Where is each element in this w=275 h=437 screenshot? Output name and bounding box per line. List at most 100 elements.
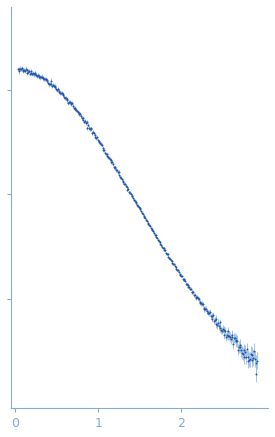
Point	[179, 272, 183, 279]
Point	[102, 146, 106, 153]
Point	[100, 145, 105, 152]
Point	[174, 266, 178, 273]
Point	[91, 129, 95, 136]
Point	[84, 119, 88, 126]
Point	[243, 348, 248, 355]
Point	[101, 146, 106, 153]
Point	[53, 83, 57, 90]
Point	[100, 142, 104, 149]
Point	[125, 184, 129, 191]
Point	[221, 332, 226, 339]
Point	[52, 83, 56, 90]
Point	[155, 235, 159, 242]
Point	[138, 206, 142, 213]
Point	[156, 236, 160, 243]
Point	[87, 125, 91, 132]
Point	[159, 242, 163, 249]
Point	[62, 94, 66, 101]
Point	[108, 157, 113, 164]
Point	[151, 228, 155, 235]
Point	[128, 191, 133, 198]
Point	[157, 239, 162, 246]
Point	[32, 69, 37, 76]
Point	[203, 305, 207, 312]
Point	[73, 105, 78, 112]
Point	[228, 333, 232, 340]
Point	[97, 139, 102, 146]
Point	[181, 276, 185, 283]
Point	[207, 309, 211, 316]
Point	[16, 66, 20, 73]
Point	[169, 256, 173, 263]
Point	[135, 202, 139, 209]
Point	[79, 113, 83, 120]
Point	[148, 222, 152, 229]
Point	[75, 107, 79, 114]
Point	[176, 267, 180, 274]
Point	[28, 67, 33, 74]
Point	[223, 327, 227, 334]
Point	[167, 255, 171, 262]
Point	[219, 326, 223, 333]
Point	[153, 231, 157, 238]
Point	[185, 281, 190, 288]
Point	[56, 88, 61, 95]
Point	[217, 323, 221, 329]
Point	[54, 86, 58, 93]
Point	[173, 262, 177, 269]
Point	[121, 179, 126, 186]
Point	[60, 92, 65, 99]
Point	[218, 319, 222, 326]
Point	[20, 67, 25, 74]
Point	[239, 347, 243, 354]
Point	[49, 81, 54, 88]
Point	[186, 283, 191, 290]
Point	[238, 343, 243, 350]
Point	[132, 196, 136, 203]
Point	[214, 321, 219, 328]
Point	[137, 205, 142, 212]
Point	[117, 172, 122, 179]
Point	[226, 328, 231, 335]
Point	[40, 73, 44, 80]
Point	[104, 150, 108, 157]
Point	[112, 164, 116, 171]
Point	[161, 245, 165, 252]
Point	[209, 313, 213, 320]
Point	[169, 258, 174, 265]
Point	[74, 106, 78, 113]
Point	[210, 315, 214, 322]
Point	[171, 260, 175, 267]
Point	[226, 332, 230, 339]
Point	[254, 359, 258, 366]
Point	[246, 357, 251, 364]
Point	[104, 151, 109, 158]
Point	[236, 346, 240, 353]
Point	[98, 140, 103, 147]
Point	[84, 118, 89, 125]
Point	[231, 341, 235, 348]
Point	[140, 209, 144, 216]
Point	[89, 125, 94, 132]
Point	[249, 350, 253, 357]
Point	[185, 281, 189, 288]
Point	[241, 354, 246, 361]
Point	[198, 299, 203, 306]
Point	[206, 309, 211, 316]
Point	[224, 333, 228, 340]
Point	[192, 291, 196, 298]
Point	[164, 250, 169, 257]
Point	[136, 204, 141, 211]
Point	[124, 182, 128, 189]
Point	[233, 335, 237, 342]
Point	[35, 72, 40, 79]
Point	[59, 89, 63, 96]
Point	[92, 130, 96, 137]
Point	[32, 71, 36, 78]
Point	[34, 72, 39, 79]
Point	[68, 100, 73, 107]
Point	[95, 134, 99, 141]
Point	[196, 295, 200, 302]
Point	[208, 308, 212, 315]
Point	[175, 267, 179, 274]
